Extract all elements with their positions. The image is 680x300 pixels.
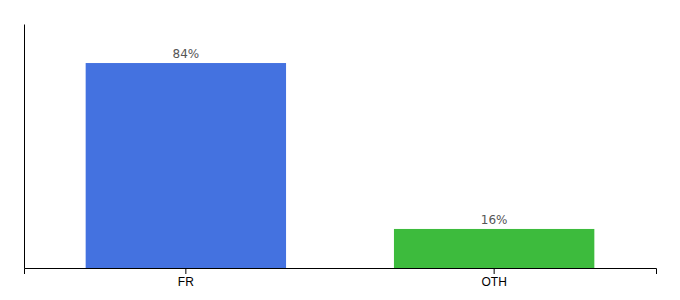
bar [394,229,594,268]
x-tick: OTH [481,268,506,289]
x-tick: FR [178,268,194,289]
x-tick-label: OTH [481,275,506,289]
bars [86,63,595,268]
chart: FR OTH 84% 16% [0,0,680,300]
y-axis [24,25,25,269]
data-label: 16% [481,213,508,227]
bar [86,63,286,268]
x-tick-mark [185,268,186,274]
data-label: 84% [173,47,200,61]
x-tick-mark [494,268,495,274]
plot: FR OTH 84% 16% [25,25,657,289]
y-axis-line [24,25,25,269]
x-axis-line [25,269,657,275]
data-labels: 84% 16% [173,47,508,227]
x-tick-label: FR [178,275,194,289]
x-axis: FR OTH [25,268,657,289]
